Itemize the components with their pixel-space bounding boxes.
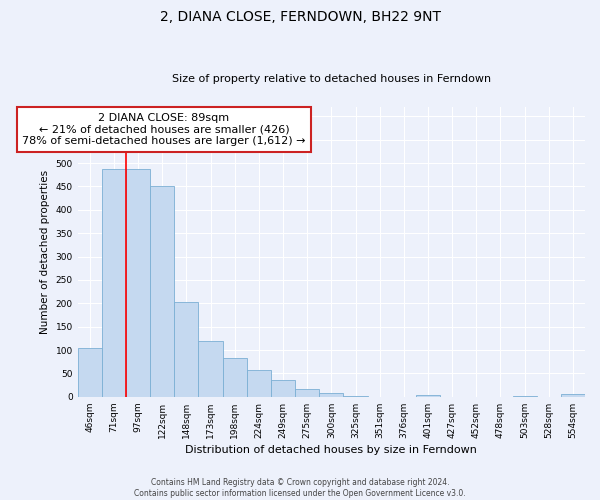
Bar [102,169,126,397]
Text: Contains HM Land Registry data © Crown copyright and database right 2024.
Contai: Contains HM Land Registry data © Crown c… [134,478,466,498]
Title: Size of property relative to detached houses in Ferndown: Size of property relative to detached ho… [172,74,491,84]
Bar [223,358,247,397]
Bar [271,380,295,397]
Bar [561,394,585,397]
Text: 2 DIANA CLOSE: 89sqm
← 21% of detached houses are smaller (426)
78% of semi-deta: 2 DIANA CLOSE: 89sqm ← 21% of detached h… [22,113,305,146]
X-axis label: Distribution of detached houses by size in Ferndown: Distribution of detached houses by size … [185,445,477,455]
Bar [319,393,343,397]
Bar [416,396,440,397]
Bar [295,390,319,397]
Bar [247,370,271,397]
Bar [126,169,150,397]
Bar [150,186,175,397]
Bar [77,348,102,397]
Text: 2, DIANA CLOSE, FERNDOWN, BH22 9NT: 2, DIANA CLOSE, FERNDOWN, BH22 9NT [160,10,440,24]
Y-axis label: Number of detached properties: Number of detached properties [40,170,50,334]
Bar [199,340,223,397]
Bar [175,302,199,397]
